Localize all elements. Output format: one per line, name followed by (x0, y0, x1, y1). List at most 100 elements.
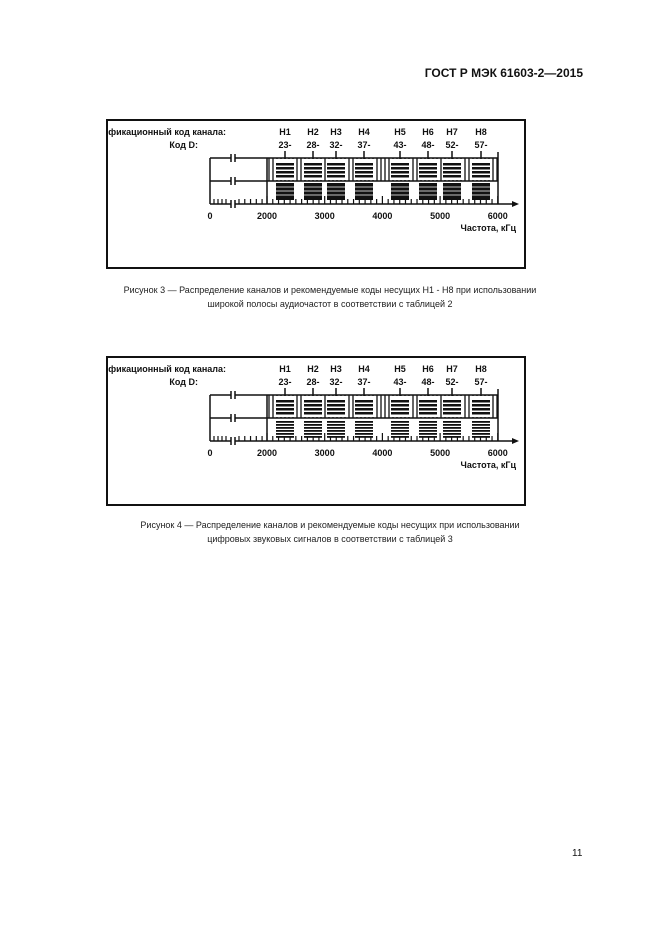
channel-carrier-bar (472, 163, 490, 166)
channel-carrier-bar (472, 408, 490, 411)
channel-carrier-bar (327, 167, 345, 170)
channel-block-line (276, 436, 294, 438)
page-number: 11 (572, 848, 583, 859)
channel-label: H8 (475, 127, 487, 137)
figure-4-caption: Рисунок 4 — Распределение каналов и реко… (60, 518, 600, 546)
axis-label: Частота, кГц (461, 223, 517, 233)
channel-block (472, 183, 490, 200)
channel-label: H6 (422, 127, 434, 137)
axis-tick-label: 5000 (430, 211, 450, 221)
channel-carrier-bar (276, 171, 294, 174)
channel-carrier-bar (443, 163, 461, 166)
channel-carrier-bar (391, 412, 409, 415)
channel-block-line (472, 424, 490, 426)
channel-block-line (472, 430, 490, 432)
channel-carrier-bar (472, 167, 490, 170)
axis-tick-label: 2000 (257, 448, 277, 458)
channel-code: 57- (474, 140, 487, 150)
channel-block (355, 183, 373, 200)
channel-code: 28- (306, 377, 319, 387)
channel-block-line (304, 427, 322, 429)
axis-tick-label: 4000 (372, 448, 392, 458)
channel-carrier-bar (355, 400, 373, 403)
channel-label: H2 (307, 364, 319, 374)
channel-block-line (443, 430, 461, 432)
caption-line: Рисунок 4 — Распределение каналов и реко… (140, 520, 520, 530)
channel-code: 48- (421, 140, 434, 150)
channel-block (276, 183, 294, 200)
channel-carrier-bar (391, 400, 409, 403)
channel-id-label: Идентификационный код канала: (106, 127, 226, 137)
channel-carrier-bar (391, 167, 409, 170)
channel-block (304, 183, 322, 200)
figure-border (106, 119, 526, 269)
channel-block-line (391, 427, 409, 429)
channel-carrier-bar (327, 163, 345, 166)
channel-block-line (276, 427, 294, 429)
channel-code: 23- (278, 140, 291, 150)
channel-carrier-bar (419, 412, 437, 415)
channel-block-line (419, 433, 437, 435)
channel-carrier-bar (391, 171, 409, 174)
axis-tick-label: 6000 (488, 448, 508, 458)
channel-block-line (443, 421, 461, 423)
channel-block-line (304, 421, 322, 423)
channel-block-line (276, 424, 294, 426)
channel-carrier-bar (443, 400, 461, 403)
channel-carrier-bar (472, 171, 490, 174)
channel-label: H6 (422, 364, 434, 374)
channel-carrier-bar (472, 175, 490, 178)
channel-label: H7 (446, 364, 458, 374)
axis-tick-label: 0 (207, 211, 212, 221)
channel-carrier-bar (443, 175, 461, 178)
channel-block-line (355, 424, 373, 426)
channel-block (443, 183, 461, 200)
axis-tick-label: 4000 (372, 211, 392, 221)
channel-block-line (419, 424, 437, 426)
channel-label: H2 (307, 127, 319, 137)
channel-carrier-bar (304, 404, 322, 407)
channel-block-line (355, 421, 373, 423)
channel-carrier-bar (443, 412, 461, 415)
channel-carrier-bar (327, 175, 345, 178)
channel-carrier-bar (419, 175, 437, 178)
channel-carrier-bar (419, 408, 437, 411)
channel-block-line (391, 430, 409, 432)
channel-carrier-bar (443, 171, 461, 174)
channel-carrier-bar (355, 408, 373, 411)
channel-carrier-bar (276, 163, 294, 166)
axis-label: Частота, кГц (461, 460, 517, 470)
channel-carrier-bar (304, 175, 322, 178)
channel-carrier-bar (327, 400, 345, 403)
channel-label: H3 (330, 364, 342, 374)
axis-tick-label: 2000 (257, 211, 277, 221)
channel-carrier-bar (443, 408, 461, 411)
caption-line: цифровых звуковых сигналов в соответстви… (207, 534, 453, 544)
channel-block-line (276, 433, 294, 435)
channel-code: 57- (474, 377, 487, 387)
channel-label: H5 (394, 127, 406, 137)
channel-label: H3 (330, 127, 342, 137)
channel-carrier-bar (391, 408, 409, 411)
caption-line: широкой полосы аудиочастот в соответстви… (207, 299, 453, 309)
channel-label: H7 (446, 127, 458, 137)
channel-code: 52- (445, 140, 458, 150)
axis-arrow-icon (512, 201, 519, 207)
axis-tick-label: 5000 (430, 448, 450, 458)
channel-carrier-bar (391, 404, 409, 407)
channel-block-line (327, 421, 345, 423)
channel-code: 43- (393, 377, 406, 387)
channel-block-line (472, 427, 490, 429)
channel-carrier-bar (304, 408, 322, 411)
channel-block-line (304, 424, 322, 426)
channel-block-line (355, 430, 373, 432)
channel-block-line (391, 424, 409, 426)
channel-carrier-bar (304, 400, 322, 403)
channel-carrier-bar (276, 404, 294, 407)
channel-block-line (276, 430, 294, 432)
channel-code: 37- (357, 377, 370, 387)
axis-tick-label: 6000 (488, 211, 508, 221)
channel-block-line (443, 424, 461, 426)
channel-carrier-bar (355, 404, 373, 407)
code-d-label: Код D: (169, 377, 198, 387)
